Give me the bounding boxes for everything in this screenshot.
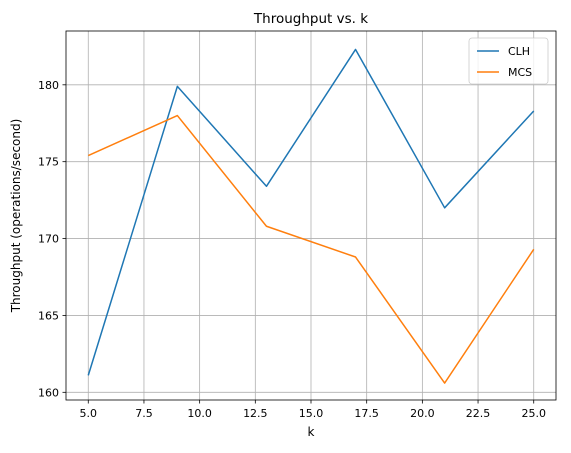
legend-label-clh: CLH: [508, 45, 530, 58]
x-tick-label: 5.0: [80, 407, 98, 420]
x-axis-label: k: [308, 425, 315, 439]
x-tick-label: 12.5: [243, 407, 268, 420]
x-tick-label: 20.0: [410, 407, 435, 420]
legend: CLH MCS: [469, 38, 548, 84]
y-tick-label: 170: [38, 233, 59, 246]
x-tick-label: 17.5: [354, 407, 379, 420]
y-tick-label: 175: [38, 156, 59, 169]
x-tick-label: 7.5: [135, 407, 153, 420]
y-tick-label: 160: [38, 386, 59, 399]
x-tick-label: 15.0: [299, 407, 324, 420]
x-tick-label: 10.0: [187, 407, 212, 420]
chart-title: Throughput vs. k: [253, 11, 368, 27]
y-tick-label: 180: [38, 79, 59, 92]
y-tick-label: 165: [38, 309, 59, 322]
legend-label-mcs: MCS: [508, 66, 532, 79]
x-tick-label: 25.0: [521, 407, 546, 420]
x-tick-label: 22.5: [466, 407, 491, 420]
y-axis-label: Throughput (operations/second): [9, 119, 23, 314]
